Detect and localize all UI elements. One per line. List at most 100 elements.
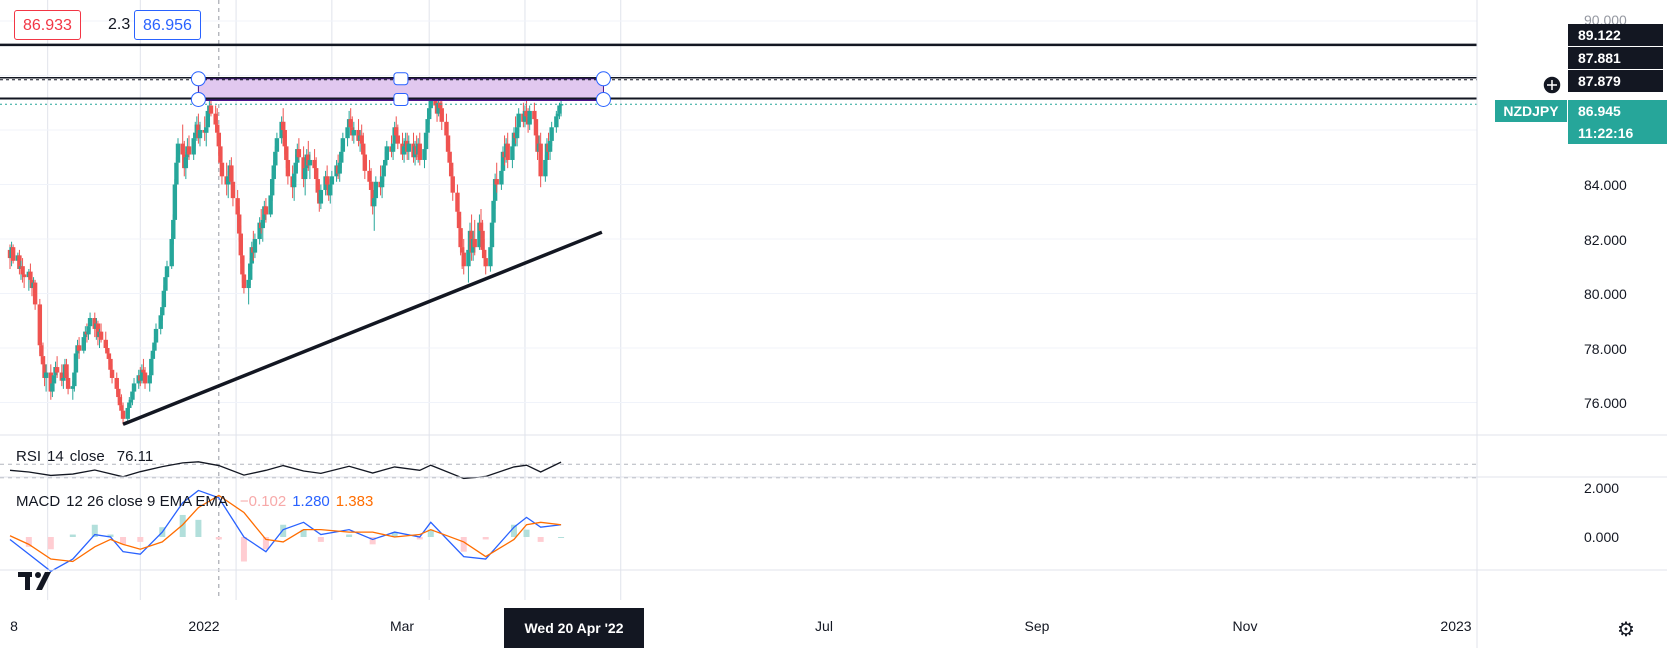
candle-body <box>324 176 330 185</box>
candle-body <box>557 105 562 114</box>
candle-body <box>87 318 93 327</box>
macd-histogram-bar <box>240 537 247 562</box>
candle-body <box>72 372 77 387</box>
macd-histogram-bar <box>179 514 186 537</box>
macd-histogram-bar <box>346 534 353 537</box>
candle-body <box>127 402 132 408</box>
candle-body <box>218 146 223 163</box>
candle-body <box>230 181 236 199</box>
y-tick-82: 82.000 <box>1584 232 1627 248</box>
candle-body <box>65 377 71 389</box>
zone-corner-handle <box>190 91 206 107</box>
x-tick-2023: 2023 <box>1440 618 1472 634</box>
candle-body <box>439 108 444 122</box>
candle-body <box>150 350 156 359</box>
candle-body <box>345 127 350 139</box>
macd-histogram-bar <box>107 534 114 537</box>
candle-body <box>444 121 449 136</box>
candle-body <box>466 249 471 267</box>
macd-histogram-bar <box>416 537 423 540</box>
candle-body <box>51 375 57 384</box>
candle-body <box>543 159 548 177</box>
candle-body <box>76 345 82 351</box>
candle-body <box>171 219 176 239</box>
candle-body <box>161 290 167 308</box>
gear-icon[interactable]: ⚙ <box>1617 619 1635 641</box>
candle-body <box>285 159 291 177</box>
candle-body <box>193 132 198 139</box>
candle-body <box>105 348 110 354</box>
macd-histogram-bar <box>47 537 54 550</box>
bid-price-box[interactable]: 86.933 <box>14 10 81 40</box>
rsi-legend[interactable]: RSI 14 close 76.11 <box>16 448 159 465</box>
plus-circle-icon <box>1542 75 1562 95</box>
candle-body <box>61 377 66 381</box>
candle-body <box>361 143 366 155</box>
candle-body <box>307 159 313 166</box>
macd-legend[interactable]: MACD 12 26 close 9 EMA EMA −0.102 1.280 1.38… <box>16 493 379 510</box>
x-tick-nov: Nov <box>1232 618 1258 634</box>
macd-histogram-bar <box>91 524 98 537</box>
candle-body <box>149 358 154 376</box>
candle-body <box>499 170 504 185</box>
candle-body <box>483 258 488 267</box>
drawings[interactable] <box>0 43 1562 426</box>
candle-body <box>40 356 46 365</box>
candle-body <box>128 399 134 403</box>
candle-body <box>312 159 317 169</box>
candle-body <box>494 179 499 185</box>
macd-histogram-bar <box>391 532 398 537</box>
candle-body <box>527 110 532 125</box>
candle-body <box>302 168 308 180</box>
candle-body <box>109 369 115 378</box>
candle-body <box>241 274 247 289</box>
candle-body <box>555 113 561 117</box>
candle-body <box>229 165 234 182</box>
candle-body <box>92 318 97 329</box>
candle-body <box>269 179 275 196</box>
candle-body <box>437 102 443 109</box>
candle-body <box>274 138 280 152</box>
candle-body <box>216 132 222 147</box>
candle-body <box>248 263 253 280</box>
candle-body <box>510 146 515 160</box>
candle-body <box>351 130 357 136</box>
candle-body <box>448 162 454 177</box>
candle-body <box>524 110 529 117</box>
macd-histogram-bar <box>460 537 467 552</box>
candle-body <box>17 255 22 269</box>
candle-body <box>284 146 289 160</box>
candle-body <box>163 277 168 291</box>
macd-histogram-bar <box>510 524 517 537</box>
candle-body <box>472 239 477 248</box>
candle-body <box>368 181 374 190</box>
candle-body <box>257 222 262 239</box>
candle-body <box>433 100 438 106</box>
candle-body <box>43 372 49 378</box>
candles <box>7 86 564 425</box>
macd-histogram-bar <box>317 537 324 542</box>
candle-body <box>86 326 91 335</box>
candle-body <box>532 110 537 120</box>
ask-price-box[interactable]: 86.956 <box>134 10 201 40</box>
candle-body <box>252 239 258 253</box>
candle-body <box>459 247 465 253</box>
last-price: 86.945 <box>1578 103 1621 119</box>
candle-body <box>340 138 346 152</box>
candle-body <box>423 132 429 150</box>
candle-body <box>183 157 189 169</box>
candle-body <box>174 162 179 185</box>
candle-body <box>367 170 372 182</box>
candle-body <box>106 353 112 359</box>
macd-name: MACD <box>16 493 61 510</box>
candle-body <box>514 127 520 139</box>
candle-body <box>73 353 79 373</box>
candle-body <box>533 119 539 136</box>
candle-body <box>461 252 466 267</box>
y-tick-80: 80.000 <box>1584 286 1627 302</box>
candle-body <box>282 130 287 147</box>
candle-body <box>480 230 485 250</box>
candle-body <box>120 410 126 419</box>
candle-body <box>153 328 159 343</box>
